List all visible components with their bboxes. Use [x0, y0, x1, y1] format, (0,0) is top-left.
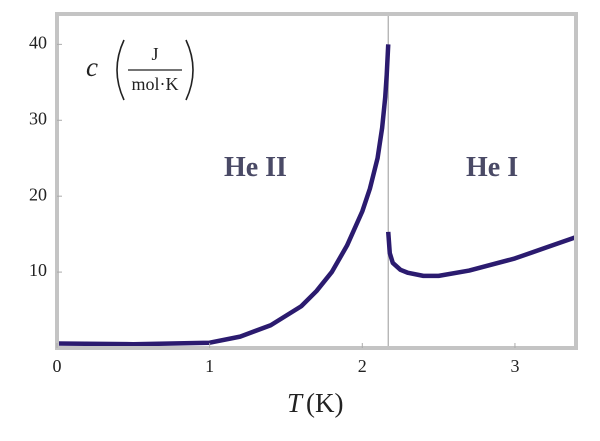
plot-area	[57, 14, 576, 348]
curve	[57, 44, 391, 347]
y-tick-label: 20	[29, 184, 47, 204]
annotation: He II	[224, 152, 287, 183]
y-tick-label: 10	[29, 260, 47, 280]
paren	[185, 39, 194, 101]
x-axis-symbol: T	[287, 388, 304, 418]
frame	[55, 12, 578, 350]
curve	[385, 231, 576, 279]
y-tick-label: 30	[29, 108, 47, 128]
x-tick-label: 2	[358, 356, 367, 376]
x-tick-label: 1	[205, 356, 214, 376]
y-axis-unit-denominator: mol·K	[132, 74, 179, 94]
y-axis-unit-numerator: J	[151, 44, 158, 64]
paren	[116, 39, 125, 101]
x-tick-label: 3	[510, 356, 519, 376]
y-tick-label: 40	[29, 32, 47, 52]
x-tick-label: 0	[53, 356, 62, 376]
y-axis-symbol: c	[86, 52, 98, 82]
annotation: He I	[466, 152, 518, 183]
x-axis-unit: (K)	[306, 388, 343, 418]
